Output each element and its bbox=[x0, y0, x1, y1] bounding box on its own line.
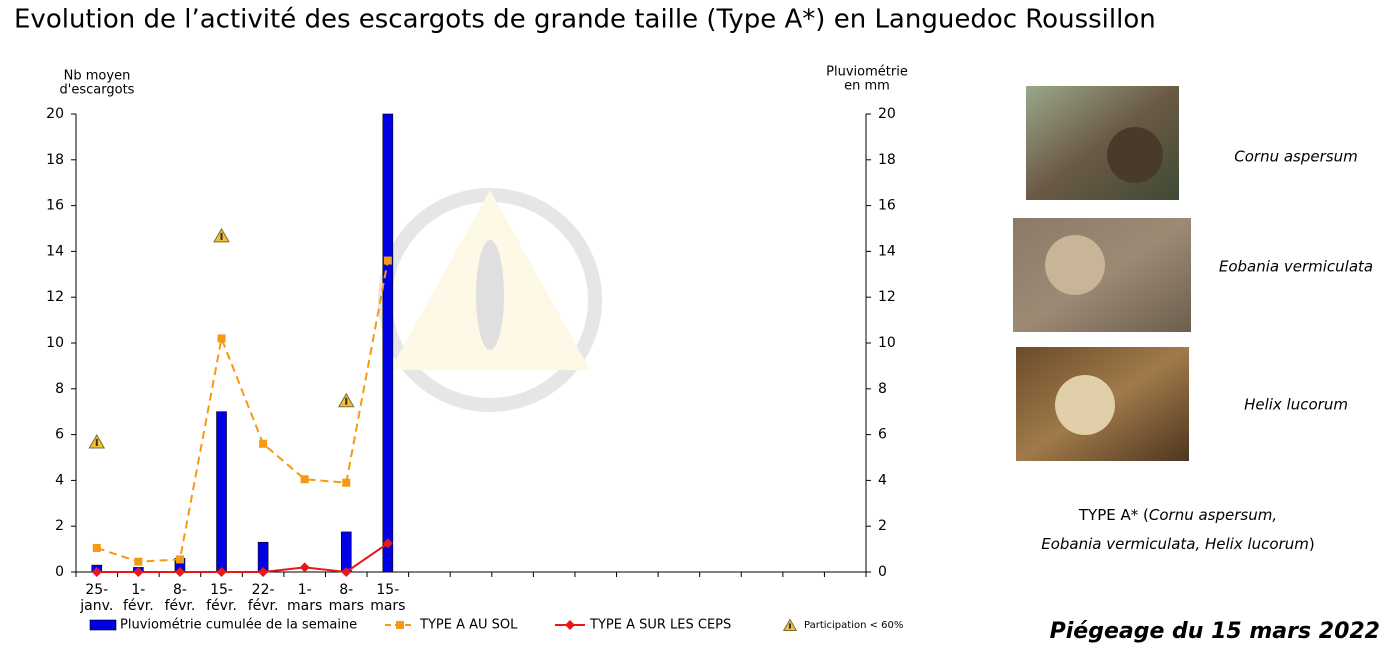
y2-tick-label: 10 bbox=[878, 335, 896, 351]
point bbox=[258, 567, 269, 577]
point bbox=[342, 478, 351, 487]
x-tick-label: mars bbox=[370, 598, 405, 614]
y2-tick-label: 0 bbox=[878, 564, 887, 580]
warning-bang bbox=[220, 232, 223, 239]
y2-tick-label: 12 bbox=[878, 289, 896, 305]
warning-bang bbox=[95, 438, 98, 445]
warning-dot bbox=[95, 443, 98, 446]
bar bbox=[340, 531, 352, 573]
bar bbox=[216, 411, 227, 573]
y-tick-label: 20 bbox=[46, 106, 64, 122]
point bbox=[133, 567, 144, 577]
x-tick-label: 1- bbox=[131, 582, 145, 598]
type-note-suffix: ) bbox=[1309, 535, 1315, 553]
type-note-italic: Cornu aspersum, bbox=[1149, 506, 1277, 524]
point bbox=[341, 567, 352, 577]
y2-tick-label: 18 bbox=[878, 152, 896, 168]
point bbox=[175, 555, 184, 564]
legend-label: TYPE A SUR LES CEPS bbox=[589, 618, 731, 633]
point bbox=[382, 538, 393, 549]
point bbox=[174, 567, 185, 577]
legend-marker bbox=[396, 621, 404, 629]
point bbox=[299, 562, 310, 573]
footer: Piégeage du 15 mars 2022 bbox=[1050, 619, 1380, 644]
warning-bang bbox=[789, 623, 791, 629]
y2-tick-label: 4 bbox=[878, 472, 887, 488]
y-tick-label: 0 bbox=[55, 564, 64, 580]
point bbox=[259, 439, 268, 448]
point bbox=[91, 567, 102, 577]
x-tick-label: mars bbox=[329, 598, 364, 614]
point bbox=[383, 256, 392, 265]
y-tick-label: 4 bbox=[55, 472, 64, 488]
y-tick-label: 12 bbox=[46, 289, 64, 305]
legend-swatch bbox=[89, 619, 117, 631]
species-label: Eobania vermiculata bbox=[1219, 258, 1373, 276]
warning-dot bbox=[789, 626, 791, 629]
y-tick-label: 16 bbox=[46, 198, 64, 214]
y2-axis-label: en mm bbox=[844, 79, 890, 94]
point bbox=[216, 567, 227, 577]
y2-tick-label: 16 bbox=[878, 198, 896, 214]
species-label: Helix lucorum bbox=[1244, 396, 1348, 414]
point bbox=[134, 557, 143, 566]
x-tick-label: 25- bbox=[85, 582, 108, 598]
chart-title: Evolution de l’activité des escargots de… bbox=[14, 5, 1156, 35]
legend-marker bbox=[565, 620, 575, 630]
type-note-prefix: TYPE A* ( bbox=[1078, 506, 1149, 524]
watermark bbox=[378, 188, 602, 412]
y2-tick-label: 8 bbox=[878, 381, 887, 397]
y2-tick-label: 2 bbox=[878, 518, 887, 534]
y-axis-label: Nb moyen bbox=[64, 69, 131, 84]
type-note: TYPE A* (Cornu aspersum, bbox=[1078, 506, 1277, 524]
warning-dot bbox=[220, 237, 223, 240]
series-line bbox=[96, 260, 389, 563]
x-tick-label: 15- bbox=[376, 582, 399, 598]
photo-shell bbox=[1055, 375, 1115, 435]
series-line bbox=[96, 542, 389, 574]
warning-bang bbox=[345, 397, 348, 404]
y-tick-label: 10 bbox=[46, 335, 64, 351]
x-tick-label: 8- bbox=[173, 582, 187, 598]
legend-label: TYPE A AU SOL bbox=[419, 618, 518, 633]
legend-marker bbox=[782, 618, 798, 631]
y-axis-label: d'escargots bbox=[60, 83, 135, 98]
species-label: Cornu aspersum bbox=[1234, 148, 1357, 166]
photo-shell bbox=[1045, 235, 1105, 295]
warning-marker bbox=[213, 227, 230, 243]
x-tick-label: févr. bbox=[165, 598, 196, 614]
y2-axis-label: Pluviométrie bbox=[826, 65, 908, 80]
photo-shell bbox=[1107, 127, 1163, 183]
y2-tick-label: 6 bbox=[878, 427, 887, 443]
y-tick-label: 8 bbox=[55, 381, 64, 397]
warning-dot bbox=[345, 402, 348, 405]
point bbox=[217, 334, 226, 343]
type-note-italic: Eobania vermiculata, Helix lucorum bbox=[1041, 535, 1309, 553]
y2-tick-label: 20 bbox=[878, 106, 896, 122]
point bbox=[300, 475, 309, 484]
warning-marker bbox=[88, 433, 106, 449]
type-note: Eobania vermiculata, Helix lucorum) bbox=[1041, 535, 1315, 553]
x-tick-label: janv. bbox=[79, 598, 113, 614]
y2-tick-label: 14 bbox=[878, 243, 896, 259]
y-tick-label: 6 bbox=[55, 427, 64, 443]
legend-label: Participation < 60% bbox=[804, 620, 903, 631]
x-tick-label: 8- bbox=[339, 582, 353, 598]
x-tick-label: 1- bbox=[298, 582, 312, 598]
x-tick-label: févr. bbox=[206, 598, 237, 614]
y-tick-label: 18 bbox=[46, 152, 64, 168]
y-tick-label: 14 bbox=[46, 243, 64, 259]
bar bbox=[382, 113, 394, 573]
x-tick-label: 22- bbox=[252, 582, 275, 598]
y-tick-label: 2 bbox=[55, 518, 64, 534]
legend-label: Pluviométrie cumulée de la semaine bbox=[120, 618, 357, 633]
x-tick-label: févr. bbox=[248, 598, 279, 614]
x-tick-label: 15- bbox=[210, 582, 233, 598]
x-tick-label: févr. bbox=[123, 598, 154, 614]
warning-marker bbox=[337, 392, 355, 408]
x-tick-label: mars bbox=[287, 598, 322, 614]
point bbox=[92, 543, 101, 552]
